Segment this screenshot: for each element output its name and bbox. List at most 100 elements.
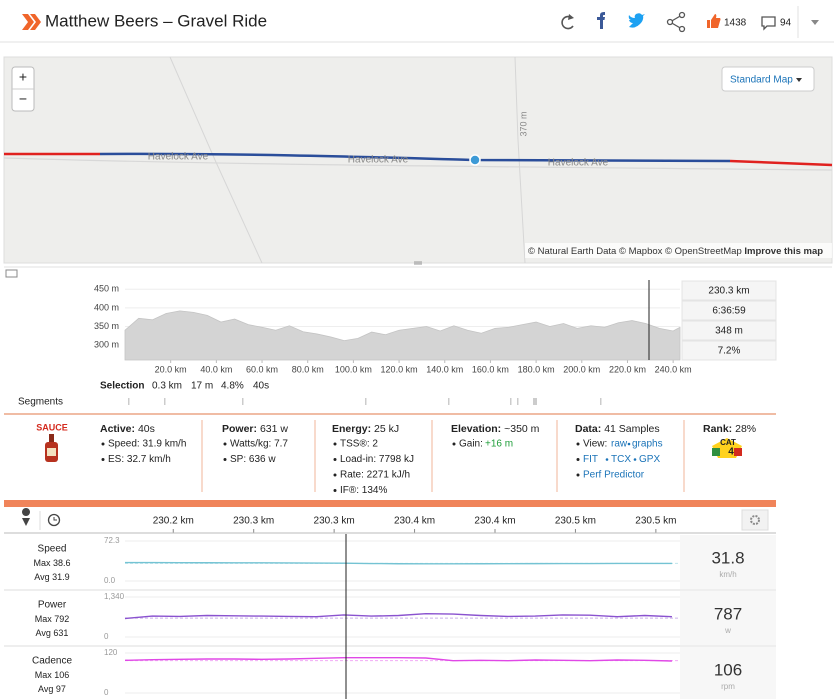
stat-line: ES: 32.7 km/h: [108, 454, 171, 465]
divider-bar[interactable]: [4, 500, 776, 507]
stat-value: 41 Samples: [604, 423, 659, 435]
bullet: [453, 443, 456, 446]
x-tick-label: 240.0 km: [655, 364, 692, 374]
stat-label: Energy:: [332, 423, 371, 435]
y-tick-label: 300 m: [94, 339, 119, 349]
attribution-text: © Natural Earth Data © Mapbox © OpenStre…: [528, 246, 742, 257]
y-tick-label: 350 m: [94, 321, 119, 331]
elevation-info: 230.3 km6:36:59348 m7.2%: [682, 281, 776, 360]
stat-label: Power:: [222, 423, 257, 435]
current-unit: km/h: [719, 570, 736, 579]
x-tick-label: 40.0 km: [200, 364, 232, 374]
x-tick-label: 230.3 km: [233, 516, 274, 527]
y-tick-label: 1,340: [104, 592, 125, 601]
stat-heading: Energy: 25 kJ: [332, 423, 399, 435]
format-link[interactable]: GPX: [639, 454, 660, 465]
raw-link[interactable]: raw: [611, 439, 628, 450]
x-tick-label: 140.0 km: [426, 364, 463, 374]
x-tick-label: 160.0 km: [472, 364, 509, 374]
stat-heading: Data: 41 Samples: [575, 423, 660, 435]
format-link[interactable]: TCX: [611, 454, 631, 465]
info-value: 348 m: [715, 326, 743, 337]
stat-line: IF®: 134%: [340, 485, 387, 496]
bullet: [334, 458, 337, 461]
gain-value: +16 m: [485, 439, 513, 450]
cat-badge-level: 4: [728, 447, 734, 458]
keyboard-icon[interactable]: [6, 270, 17, 277]
comment-count[interactable]: 94: [780, 18, 792, 29]
x-tick-label: 20.0 km: [155, 364, 187, 374]
attribution: © Natural Earth Data © Mapbox © OpenStre…: [528, 246, 823, 257]
stat-label: Data:: [575, 423, 601, 435]
info-value: 230.3 km: [708, 286, 749, 297]
series-max: Max 792: [35, 614, 70, 624]
map-style-label[interactable]: Standard Map: [730, 75, 793, 86]
selection-value: 4.8%: [221, 381, 244, 392]
current-value: 106: [714, 660, 742, 679]
max-value: 106: [54, 670, 69, 680]
view-label: View:: [583, 439, 607, 450]
selection-value: 17 m: [191, 381, 213, 392]
y-tick-label: 0: [104, 632, 109, 641]
stat-heading: Elevation: ~350 m: [451, 423, 540, 435]
map[interactable]: [4, 57, 832, 263]
current-unit: w: [724, 626, 731, 635]
x-tick-label: 200.0 km: [563, 364, 600, 374]
stat-heading: Active: 40s: [100, 423, 155, 435]
series-avg: Avg 97: [38, 684, 66, 694]
bullet: [334, 489, 337, 492]
bullet: [628, 443, 631, 446]
predictor-link[interactable]: Perf Predictor: [583, 470, 645, 481]
max-value: 38.6: [53, 558, 71, 568]
bullet: [577, 458, 580, 461]
x-tick-label: 230.5 km: [635, 516, 676, 527]
detail-charts: 230.2 km230.3 km230.3 km230.4 km230.4 km…: [4, 516, 776, 699]
x-tick-label: 220.0 km: [609, 364, 646, 374]
selection-value: 40s: [253, 381, 269, 392]
series-max: Max 38.6: [33, 558, 70, 568]
series-max: Max 106: [35, 670, 70, 680]
cat-badge: CAT 4: [712, 438, 742, 458]
stat-label: Elevation:: [451, 423, 501, 435]
stat-label: Active:: [100, 423, 135, 435]
series-name: Power: [38, 600, 67, 611]
y-tick-label: 72.3: [104, 536, 120, 545]
bullet: [334, 474, 337, 477]
bullet: [224, 458, 227, 461]
kudos-count[interactable]: 1438: [724, 18, 747, 29]
improve-link[interactable]: Improve this map: [744, 246, 823, 257]
x-tick-label: 120.0 km: [381, 364, 418, 374]
stat-value: 40s: [138, 423, 155, 435]
graphs-link[interactable]: graphs: [632, 439, 663, 450]
current-value: 787: [714, 604, 742, 623]
max-label: Max: [33, 558, 51, 568]
stat-value: 631 w: [260, 423, 288, 435]
avg-value: 97: [56, 684, 66, 694]
avg-label: Avg: [38, 684, 53, 694]
x-tick-label: 60.0 km: [246, 364, 278, 374]
sauce-bottle: [45, 434, 58, 462]
y-tick-label: 0.0: [104, 576, 116, 585]
format-link[interactable]: FIT: [583, 454, 598, 465]
stat-line: Speed: 31.9 km/h: [108, 439, 186, 450]
zoom-out[interactable]: −: [19, 91, 27, 107]
road-label: Havelock Ave: [348, 155, 409, 166]
contour-label: 370 m: [518, 111, 528, 136]
avg-label: Avg: [34, 572, 49, 582]
segment-markers: [128, 398, 602, 405]
segments-label: Segments: [18, 397, 63, 408]
y-tick-label: 120: [104, 648, 118, 657]
max-label: Max: [35, 670, 53, 680]
elevation-chart: 300 m350 m400 m450 m20.0 km40.0 km60.0 k…: [94, 280, 692, 374]
zoom-in[interactable]: +: [19, 69, 27, 85]
info-value: 7.2%: [718, 346, 741, 357]
series-avg: Avg 631: [36, 628, 69, 638]
y-tick-label: 0: [104, 688, 109, 697]
series-name: Speed: [38, 544, 67, 555]
stat-line: Watts/kg: 7.7: [230, 439, 288, 450]
avg-value: 31.9: [52, 572, 70, 582]
current-unit: rpm: [721, 682, 735, 691]
max-label: Max: [35, 614, 53, 624]
bullet: [634, 458, 637, 461]
